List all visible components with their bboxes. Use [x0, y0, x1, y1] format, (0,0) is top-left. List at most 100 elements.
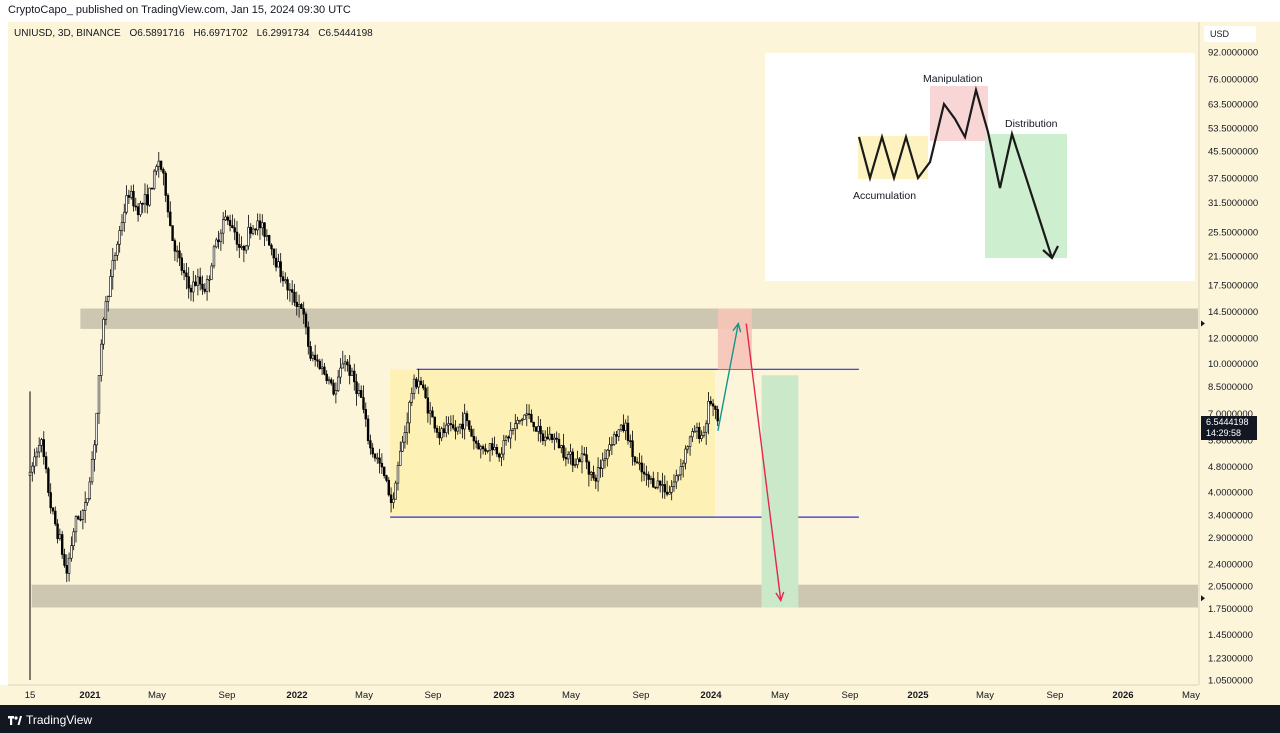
- candle: [104, 295, 108, 326]
- candle-body: [353, 370, 356, 383]
- candle: [169, 201, 172, 227]
- distribution-down-arrow-head: [775, 591, 785, 603]
- candle: [182, 263, 186, 281]
- candle: [382, 466, 386, 479]
- candle-body: [417, 380, 420, 388]
- candle: [543, 430, 547, 447]
- candle-body: [323, 366, 326, 375]
- candle-body: [583, 453, 586, 456]
- candle-body: [274, 257, 278, 268]
- candle-body: [166, 195, 170, 213]
- candle: [313, 344, 317, 367]
- candle-body: [254, 228, 257, 231]
- candle-body: [325, 373, 328, 382]
- candle-body: [100, 343, 103, 376]
- candle-body: [548, 433, 551, 440]
- time-tick-label: May: [771, 690, 789, 701]
- price-axis: 92.0000000 76.0000000 63.5000000 53.5000000…: [1198, 22, 1258, 687]
- candle-body: [392, 498, 395, 503]
- candle-body: [102, 319, 105, 345]
- candle-body: [267, 235, 271, 246]
- candle-body: [606, 449, 609, 460]
- candle-body: [470, 429, 473, 437]
- candle: [435, 425, 439, 439]
- candle: [640, 455, 643, 482]
- footer-bar: TradingView: [0, 705, 1280, 733]
- candle: [684, 445, 687, 470]
- candle-body: [295, 301, 298, 307]
- candle-body: [93, 444, 96, 460]
- chart-area[interactable]: Accumulation Manipulation Distribution 92.…: [0, 22, 1280, 705]
- candle: [215, 237, 218, 249]
- candle-body: [74, 516, 78, 533]
- candle-body: [468, 420, 471, 430]
- candle-body: [571, 451, 574, 466]
- candle-body: [263, 222, 266, 237]
- candle: [205, 275, 209, 301]
- candle-body: [638, 462, 641, 465]
- candle-body: [327, 379, 331, 382]
- candle-body: [311, 354, 315, 359]
- candle: [77, 515, 80, 520]
- candle: [311, 351, 315, 362]
- candle: [495, 444, 499, 457]
- candle: [242, 244, 246, 263]
- candle: [86, 498, 89, 506]
- currency-label[interactable]: USD: [1204, 26, 1256, 42]
- candle: [217, 230, 220, 249]
- candle-body: [116, 243, 119, 256]
- candle: [518, 419, 522, 425]
- candle: [316, 354, 319, 368]
- candle: [192, 270, 195, 302]
- footer-brand: TradingView: [26, 713, 93, 727]
- price-chart[interactable]: Accumulation Manipulation Distribution 92.…: [0, 22, 1280, 705]
- candle: [83, 491, 87, 524]
- candle: [376, 452, 379, 464]
- candle: [566, 451, 570, 464]
- candle: [330, 377, 333, 386]
- candle: [449, 415, 453, 432]
- candle: [463, 403, 466, 440]
- candle: [424, 384, 427, 399]
- candle-body: [649, 478, 653, 480]
- candle: [334, 382, 338, 404]
- candle-body: [270, 244, 273, 250]
- tradingview-logo[interactable]: TradingView: [8, 713, 92, 727]
- scenario-layer: [717, 308, 799, 608]
- candle: [663, 475, 666, 499]
- candle-body: [141, 203, 144, 205]
- candle: [548, 426, 551, 441]
- candle: [594, 474, 597, 489]
- candle: [198, 267, 202, 291]
- candle: [392, 492, 395, 509]
- candle: [686, 445, 689, 454]
- candle: [295, 291, 298, 316]
- candle: [51, 507, 55, 515]
- candle: [693, 425, 696, 433]
- candle: [212, 244, 216, 269]
- candle: [284, 272, 287, 284]
- candle: [481, 444, 485, 455]
- time-axis: 15 2021 May Sep 2022 May Sep 2023 May Sep 2024 May S…: [8, 684, 1200, 701]
- candle-body: [330, 379, 333, 384]
- candle-body: [507, 436, 510, 439]
- time-tick-label: May: [1182, 690, 1200, 701]
- candle: [366, 415, 370, 445]
- candle-body: [44, 456, 48, 470]
- candle-body: [88, 481, 91, 499]
- time-tick-label: 2024: [700, 690, 722, 701]
- candle-body: [343, 361, 347, 365]
- candle-body: [251, 228, 255, 234]
- candle-body: [435, 427, 439, 433]
- candle-body: [573, 464, 577, 466]
- candle: [28, 470, 32, 478]
- candle-body: [534, 426, 538, 432]
- candle: [698, 422, 701, 444]
- candle: [583, 447, 586, 456]
- candle-body: [304, 313, 308, 328]
- candle: [645, 465, 648, 486]
- symbol-legend: UNIUSD, 3D, BINANCE O6.5891716 H6.697170…: [14, 28, 379, 39]
- candle: [33, 448, 36, 475]
- candle: [134, 197, 137, 211]
- candle: [626, 415, 630, 445]
